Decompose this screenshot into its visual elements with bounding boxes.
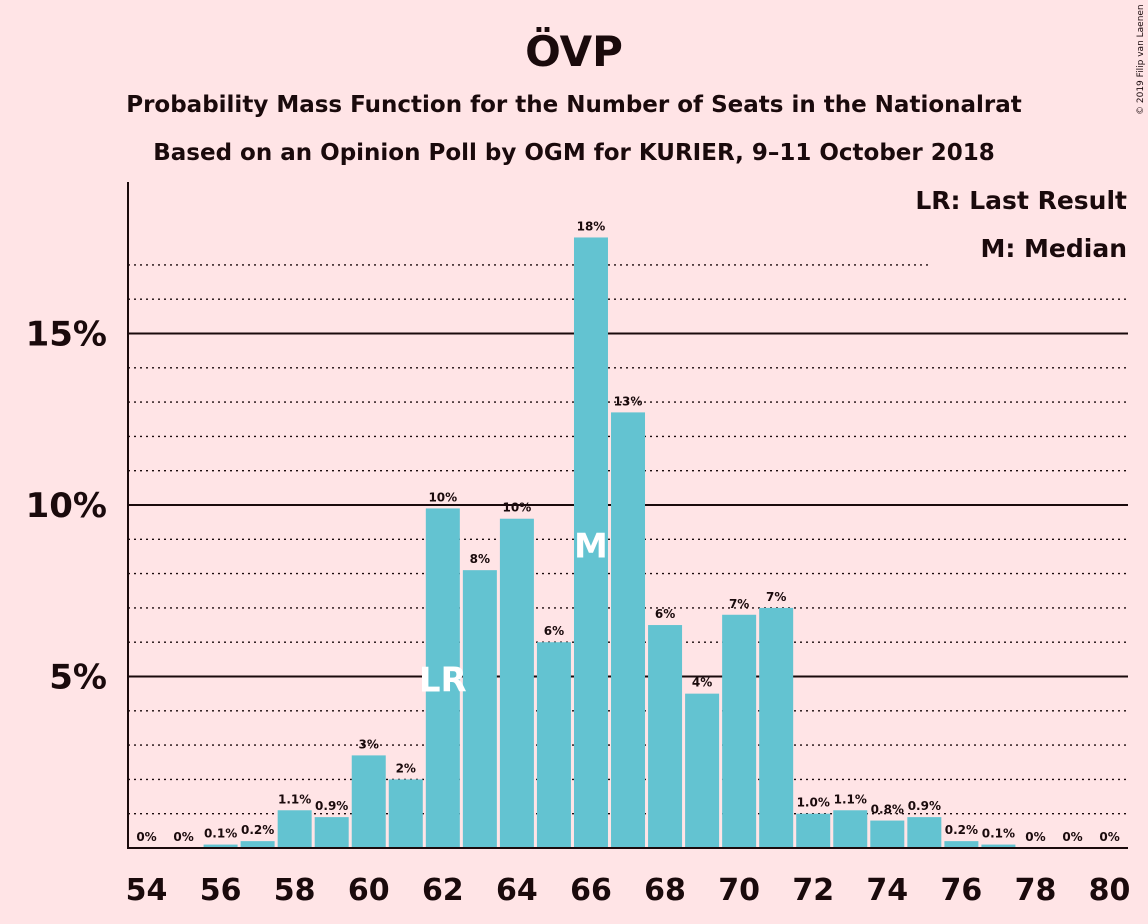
data-label-60: 3% (359, 737, 379, 751)
data-label-77: 0.1% (982, 827, 1015, 841)
x-tick-label: 80 (1089, 873, 1131, 908)
data-label-79: 0% (1062, 830, 1082, 844)
data-label-69: 4% (692, 676, 712, 690)
median-marker: M (574, 526, 608, 566)
legend-background (930, 176, 1135, 276)
bar-69 (685, 693, 720, 848)
data-label-65: 6% (544, 624, 564, 638)
x-tick-label: 70 (718, 873, 760, 908)
bar-59 (314, 817, 349, 848)
legend-median: M: Median (980, 234, 1127, 263)
x-tick-label: 68 (644, 873, 686, 908)
data-labels: 0% 0% 0.1% 0.2% 1.1% 0.9% 3% 2% 10% 8% 10% 6% 18% 13%… (136, 219, 1119, 844)
data-label-66: 18% (577, 219, 606, 233)
x-tick-label: 76 (941, 873, 983, 908)
bar-71 (759, 607, 794, 848)
copyright-note: © 2019 Filip van Laenen (1136, 4, 1146, 115)
last-result-marker: LR (419, 660, 467, 700)
data-label-54: 0% (136, 830, 156, 844)
data-label-68: 6% (655, 607, 675, 621)
y-tick-label: 10% (26, 486, 107, 526)
x-tick-label: 72 (792, 873, 834, 908)
chart-title: ÖVP (525, 26, 623, 76)
chart-subtitle-line1: Probability Mass Function for the Number… (126, 92, 1022, 118)
bars (203, 237, 1016, 848)
data-label-71: 7% (766, 590, 786, 604)
data-label-78: 0% (1025, 830, 1045, 844)
bar-58 (277, 810, 312, 848)
data-label-64: 10% (503, 501, 532, 515)
data-label-61: 2% (396, 761, 416, 775)
data-label-63: 8% (470, 552, 490, 566)
bar-65 (536, 642, 571, 848)
x-tick-label: 54 (126, 873, 168, 908)
markers: LR M (419, 526, 608, 700)
legend-last-result: LR: Last Result (915, 186, 1127, 215)
bar-63 (462, 570, 497, 848)
bar-62 (425, 508, 460, 848)
data-label-73: 1.1% (834, 792, 867, 806)
data-label-80: 0% (1099, 830, 1119, 844)
data-label-59: 0.9% (315, 799, 348, 813)
data-label-74: 0.8% (871, 803, 904, 817)
bar-75 (907, 817, 942, 848)
bar-76 (944, 841, 979, 848)
bar-66 (573, 237, 608, 848)
bar-64 (499, 518, 534, 848)
x-tick-label: 78 (1015, 873, 1057, 908)
data-label-58: 1.1% (278, 792, 311, 806)
data-label-62: 10% (428, 490, 457, 504)
y-tick-label: 5% (49, 658, 107, 698)
chart-subtitle-line2: Based on an Opinion Poll by OGM for KURI… (153, 140, 995, 166)
data-label-75: 0.9% (908, 799, 941, 813)
bar-67 (611, 412, 646, 848)
data-label-67: 13% (614, 394, 643, 408)
data-label-57: 0.2% (241, 823, 274, 837)
data-label-70: 7% (729, 597, 749, 611)
bar-74 (870, 820, 905, 848)
x-tick-label: 58 (274, 873, 316, 908)
bar-57 (240, 841, 275, 848)
bar-61 (388, 779, 423, 848)
x-tick-label: 60 (348, 873, 390, 908)
x-tick-label: 64 (496, 873, 538, 908)
bar-70 (722, 614, 757, 848)
bar-68 (648, 625, 683, 848)
bar-72 (796, 813, 831, 848)
bar-60 (351, 755, 386, 848)
data-label-55: 0% (173, 830, 193, 844)
x-tick-label: 62 (422, 873, 464, 908)
data-label-72: 1.0% (797, 796, 830, 810)
x-tick-label: 56 (200, 873, 242, 908)
bar-77 (981, 844, 1016, 848)
x-tick-label: 74 (866, 873, 908, 908)
y-tick-label: 15% (26, 315, 107, 355)
x-tick-label: 66 (570, 873, 612, 908)
x-tick-labels: 54 56 58 60 62 64 66 68 70 72 74 76 78 80 (126, 873, 1131, 908)
data-label-56: 0.1% (204, 827, 237, 841)
bar-73 (833, 810, 868, 848)
y-tick-labels: 5% 10% 15% (26, 315, 107, 698)
bar-56 (203, 844, 238, 848)
data-label-76: 0.2% (945, 823, 978, 837)
